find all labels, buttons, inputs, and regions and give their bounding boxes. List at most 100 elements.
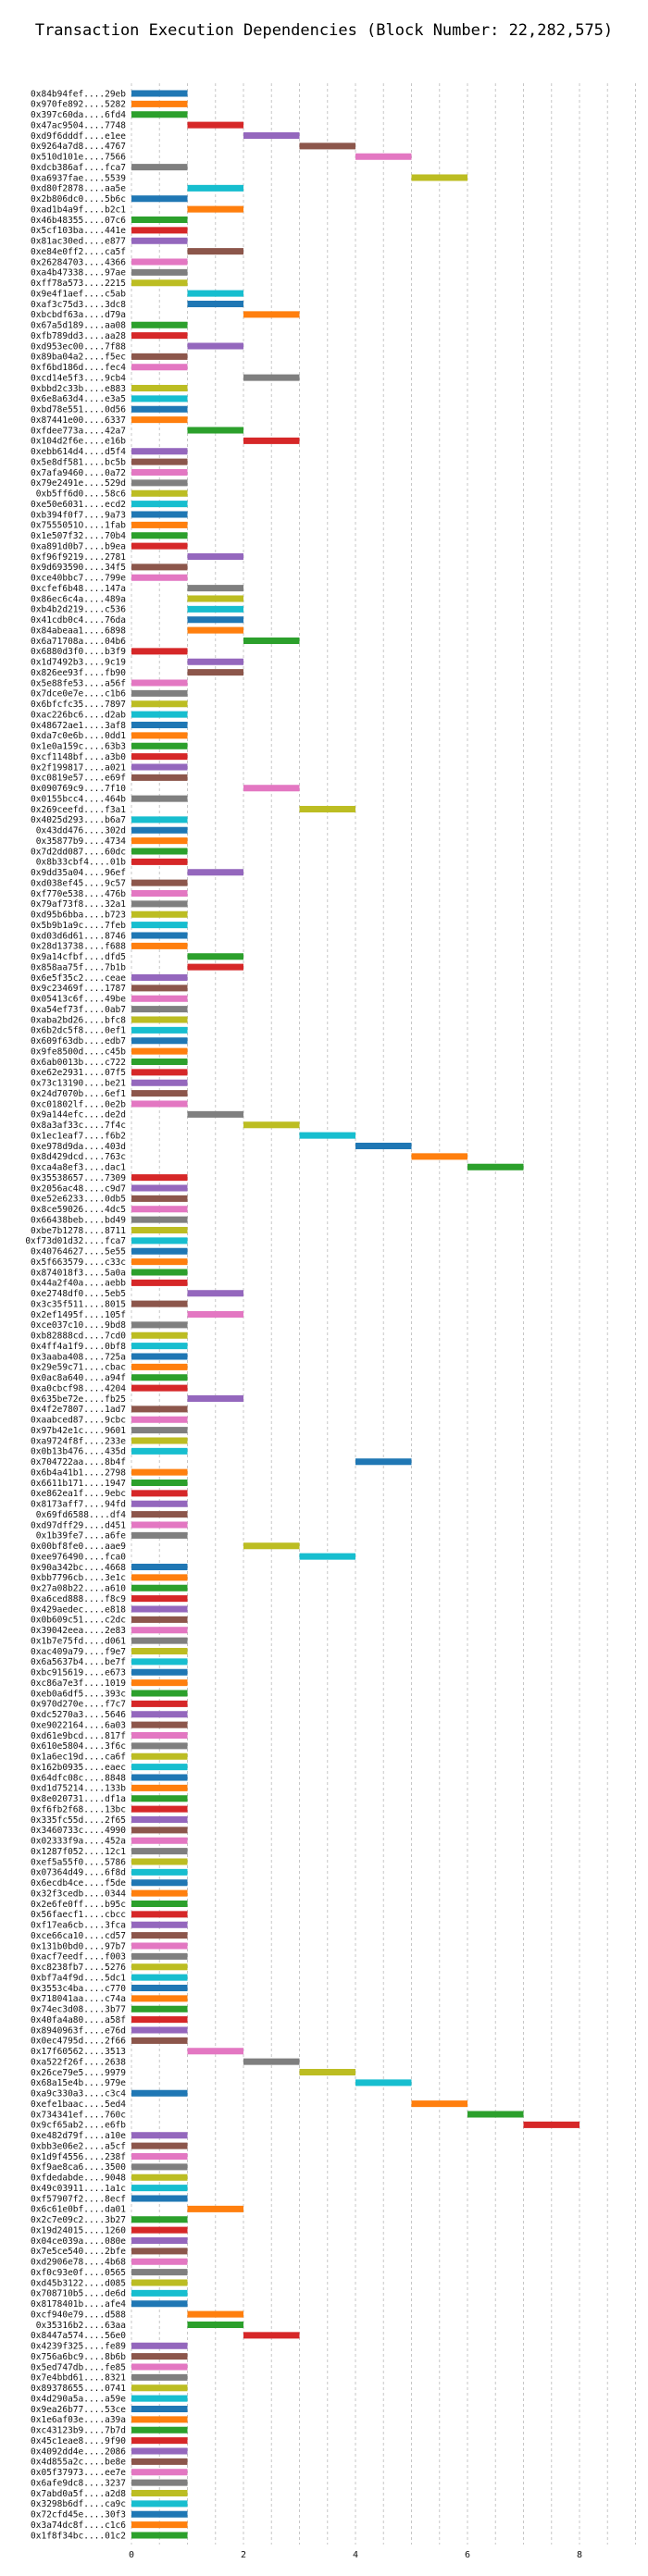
- transaction-label: 0x4092dd4e....2086: [31, 2446, 126, 2457]
- dependency-bar: [131, 1247, 188, 1255]
- dependency-bar: [131, 1900, 188, 1908]
- dependency-bar: [131, 1574, 188, 1581]
- transaction-label: 0xca4a8ef3....dac1: [31, 1163, 126, 1173]
- dependency-bar: [131, 1952, 188, 1960]
- transaction-label: 0xfdedabde....9048: [31, 2174, 126, 2184]
- transaction-label: 0xce037c10....9bd8: [31, 1320, 126, 1331]
- dependency-bar: [131, 711, 188, 718]
- dependency-bar: [131, 1300, 188, 1307]
- transaction-label: 0xf17ea6cb....3fca: [31, 1921, 126, 1931]
- dependency-bar: [131, 416, 188, 424]
- transaction-label: 0x609f63db....edb7: [31, 1036, 126, 1046]
- transaction-label: 0xacf7eedf....f003: [31, 1952, 126, 1963]
- transaction-label: 0xb5ff6d0....58c6: [36, 489, 127, 500]
- dependency-bar: [131, 164, 188, 171]
- transaction-label: 0xcf940e79....d588: [31, 2310, 126, 2320]
- transaction-label: 0x44a2f40a....aebb: [31, 1279, 126, 1289]
- transaction-label: 0xaabced87....9cbc: [31, 1416, 126, 1426]
- dependency-bar: [131, 1521, 188, 1529]
- transaction-label: 0xce40bbc7....799e: [31, 574, 126, 584]
- transaction-label: 0x2c7e09c2....3b27: [31, 2215, 126, 2225]
- dependency-bar: [131, 2342, 188, 2349]
- transaction-label: 0x3aaba408....725a: [31, 1352, 126, 1362]
- dependency-bar: [131, 1016, 188, 1023]
- transaction-label: 0xef5a55f0....5786: [31, 1857, 126, 1867]
- dependency-bar: [131, 2248, 188, 2255]
- dependency-bar: [131, 2373, 188, 2381]
- transaction-label: 0x0ec4795d....2f66: [31, 2037, 126, 2047]
- dependency-bar: [299, 1553, 355, 1560]
- dependency-bar: [131, 542, 188, 550]
- transaction-label: 0xac409a79....f9e7: [31, 1647, 126, 1657]
- transaction-label: 0x89378655....0741: [31, 2384, 126, 2394]
- transaction-label: 0x17f60562....3513: [31, 2047, 126, 2057]
- transaction-label: 0x8b33cbf4....01b: [36, 858, 127, 868]
- dependency-bar: [131, 448, 188, 455]
- transaction-label: 0x89ba04a2....f5ec: [31, 353, 126, 363]
- dependency-bar: [187, 300, 243, 308]
- dependency-bar: [243, 637, 300, 645]
- x-tick-label: 8: [577, 2550, 582, 2560]
- transaction-label: 0xd95b6bba....b723: [31, 910, 126, 921]
- transaction-label: 0xf9ae8ca6....3500: [31, 2162, 126, 2173]
- transaction-label: 0xa0cbcf98....4204: [31, 1383, 126, 1393]
- transaction-label: 0x40764627....5e55: [31, 1247, 126, 1257]
- transaction-label: 0xdc5270a3....5646: [31, 1710, 126, 1720]
- transaction-label: 0x7afa9460....0a72: [31, 468, 126, 478]
- dependency-bar: [131, 932, 188, 939]
- transaction-label: 0xf6fb2f68....13bc: [31, 1804, 126, 1814]
- transaction-label: 0xefe1baac....5ed4: [31, 2099, 126, 2110]
- dependency-bar: [131, 1531, 188, 1539]
- transaction-label: 0x2f199817....a021: [31, 762, 126, 773]
- dependency-bar: [131, 1889, 188, 1897]
- dependency-bar: [131, 2489, 188, 2497]
- dependency-bar: [355, 2079, 412, 2087]
- dependency-bar: [131, 1384, 188, 1392]
- transaction-label: 0x5f663579....c33c: [31, 1257, 126, 1268]
- dependency-bar: [131, 1206, 188, 1213]
- transaction-label: 0x3553c4ba....c770: [31, 1984, 126, 1994]
- transaction-label: 0xc01802lf....0e2b: [31, 1099, 126, 1109]
- transaction-label: 0xe62e2931....07f5: [31, 1068, 126, 1078]
- dependency-bar: [187, 1110, 243, 1118]
- dependency-bar: [131, 1837, 188, 1844]
- dependency-bar: [187, 869, 243, 876]
- dependency-bar: [131, 511, 188, 518]
- dependency-bar: [131, 1174, 188, 1182]
- dependency-bar: [131, 2532, 188, 2539]
- transaction-label: 0x704722aa....8b4f: [31, 1457, 126, 1468]
- dependency-bar: [411, 1153, 467, 1160]
- transaction-label: 0x269ceefd....f3a1: [31, 805, 126, 815]
- dependency-bar: [131, 910, 188, 918]
- dependency-bar: [131, 2142, 188, 2149]
- transaction-label: 0xbd78e551....0d56: [31, 405, 126, 415]
- transaction-label: 0x19d24015....1260: [31, 2225, 126, 2235]
- dependency-bar: [187, 626, 243, 634]
- dependency-bar: [187, 427, 243, 434]
- transaction-label: 0xa522f26f....2638: [31, 2057, 126, 2067]
- dependency-bar: [131, 1343, 188, 1350]
- transaction-label: 0x6a5637b4....be7f: [31, 1657, 126, 1667]
- transaction-label: 0x8447a574....56e0: [31, 2331, 126, 2341]
- transaction-label: 0xe862ea1f....9ebc: [31, 1489, 126, 1499]
- transaction-label: 0xd61e9bcd....817f: [31, 1731, 126, 1741]
- dependency-bar: [187, 290, 243, 297]
- transaction-label: 0x9cf65ab2....e6fb: [31, 2121, 126, 2131]
- transaction-label: 0xe84e0ff2....ca5f: [31, 247, 126, 257]
- x-tick-label: 4: [353, 2550, 358, 2560]
- transaction-label: 0xf0c93e0f....0565: [31, 2268, 126, 2278]
- dependency-bar: [131, 521, 188, 528]
- dependency-bar: [131, 985, 188, 992]
- dependency-bar: [131, 2005, 188, 2012]
- dependency-bar: [131, 1752, 188, 1760]
- transaction-label: 0x6611b171....1947: [31, 1479, 126, 1489]
- dependency-bar: [131, 1100, 188, 1108]
- dependency-bar: [131, 900, 188, 908]
- transaction-label: 0x35877b9....4734: [36, 836, 127, 847]
- dependency-bar: [131, 795, 188, 802]
- transaction-label: 0xd45b3122....d085: [31, 2278, 126, 2288]
- transaction-label: 0x7555051O....1fab: [31, 521, 126, 531]
- transaction-label: 0x64dfc08c....8848: [31, 1773, 126, 1783]
- dependency-bar: [131, 1321, 188, 1329]
- dependency-bar: [131, 1774, 188, 1781]
